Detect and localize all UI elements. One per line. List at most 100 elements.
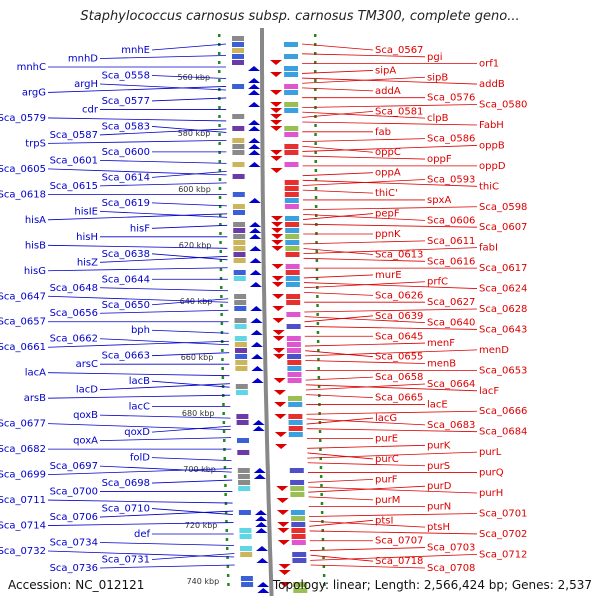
left-tick-rail — [218, 106, 221, 109]
left-feature-block — [232, 42, 244, 47]
left-gene-leader-line — [151, 457, 232, 462]
left-gene-label: Sca_0618 — [0, 189, 46, 200]
right-gene-label: prfC — [427, 277, 448, 288]
right-tick-rail — [315, 250, 318, 253]
left-gene-label: Sca_0648 — [50, 283, 98, 294]
right-strand-arrow — [271, 228, 284, 233]
left-feature-block — [237, 468, 250, 473]
right-tick-rail — [316, 295, 319, 298]
left-gene-label: lacD — [76, 385, 98, 396]
right-feature-block — [286, 324, 301, 329]
left-tick-rail — [219, 223, 222, 226]
left-gene-label: Sca_0605 — [0, 164, 46, 175]
left-gene-label: def — [134, 529, 151, 540]
left-feature-block — [232, 144, 245, 149]
left-strand-arrow — [253, 474, 266, 479]
right-strand-arrow — [270, 156, 283, 161]
right-feature-block — [286, 312, 301, 317]
right-tick-rail — [314, 133, 317, 136]
right-strand-arrow — [272, 336, 285, 341]
left-tick-rail — [218, 196, 222, 199]
right-gene-leader-line — [310, 553, 478, 561]
left-feature-block — [233, 252, 246, 257]
left-strand-arrow — [249, 258, 262, 263]
left-gene-label: hisG — [24, 266, 46, 277]
left-gene-label: Sca_0647 — [0, 291, 46, 302]
right-tick-rail — [320, 502, 324, 505]
right-gene-leader-line — [304, 308, 478, 313]
right-gene-label: Sca_0712 — [479, 549, 527, 560]
left-gene-leader-line — [99, 128, 227, 136]
topology-label: Topology: linear; Length: 2,566,424 bp; … — [272, 578, 592, 592]
left-feature-block — [233, 240, 246, 245]
left-feature-block — [239, 534, 252, 539]
left-gene-label: mnhC — [17, 62, 46, 73]
right-gene-label: purL — [479, 447, 502, 458]
left-feature-block — [236, 420, 249, 425]
right-strand-arrow — [277, 528, 290, 533]
left-tick-rail — [226, 556, 229, 559]
left-feature-block — [234, 318, 247, 323]
right-gene-label: oppF — [427, 154, 452, 165]
left-gene-label: Sca_0577 — [102, 96, 150, 107]
right-gene-label: murE — [375, 270, 402, 281]
left-tick-rail — [218, 124, 221, 127]
left-feature-block — [232, 126, 245, 131]
right-gene-label: Sca_0643 — [479, 324, 527, 335]
right-strand-arrow — [270, 72, 283, 77]
right-tick-rail — [322, 574, 326, 577]
left-gene-leader-line — [47, 468, 232, 475]
left-strand-arrow — [254, 510, 267, 515]
right-tick-rail — [316, 331, 320, 334]
left-tick-rail — [220, 331, 224, 334]
right-feature-block — [287, 360, 302, 365]
right-strand-arrow — [270, 120, 283, 125]
right-strand-arrow — [271, 246, 284, 251]
right-gene-leader-line — [305, 349, 478, 357]
left-tick-rail — [218, 52, 221, 55]
left-feature-block — [234, 300, 247, 305]
kbp-position-label: 600 kbp — [178, 185, 211, 194]
right-gene-label: FabH — [479, 120, 504, 131]
left-strand-arrow — [248, 90, 261, 95]
right-strand-arrow — [276, 510, 289, 515]
right-gene-leader-line — [302, 145, 374, 153]
right-gene-leader-line — [304, 342, 426, 347]
right-tick-rail — [316, 313, 319, 316]
right-gene-label: Sca_0593 — [427, 175, 475, 186]
left-gene-label: Sca_0579 — [0, 113, 46, 124]
left-strand-arrow — [251, 366, 264, 371]
left-gene-label: arsB — [24, 393, 46, 404]
right-gene-label: pgi — [427, 52, 442, 63]
right-feature-block — [290, 486, 305, 491]
right-feature-block — [287, 348, 301, 353]
right-gene-label: sipA — [375, 65, 396, 76]
right-strand-arrow — [270, 168, 283, 173]
left-strand-arrow — [252, 420, 265, 425]
right-tick-rail — [319, 448, 322, 451]
left-gene-leader-line — [151, 224, 228, 229]
right-strand-arrow — [274, 432, 287, 437]
right-strand-arrow — [270, 126, 283, 131]
right-gene-label: fabI — [479, 243, 498, 254]
right-gene-label: Sca_0576 — [427, 93, 475, 104]
right-gene-leader-line — [309, 530, 478, 535]
right-feature-block — [290, 510, 305, 515]
right-tick-rail — [317, 367, 320, 370]
right-strand-arrow — [275, 444, 288, 449]
left-tick-rail — [226, 547, 229, 550]
left-feature-block — [233, 222, 246, 227]
right-gene-leader-line — [301, 70, 374, 74]
right-gene-label: thiC — [479, 181, 499, 192]
right-gene-leader-line — [303, 257, 426, 262]
right-feature-block — [285, 234, 300, 239]
right-gene-label: Sca_0718 — [375, 556, 423, 567]
right-gene-label: Sca_0613 — [375, 249, 423, 260]
left-tick-rail — [221, 349, 224, 352]
right-tick-rail — [314, 160, 317, 163]
left-gene-label: qoxA — [73, 436, 98, 447]
left-feature-block — [240, 546, 252, 551]
right-tick-rail — [315, 259, 319, 262]
right-gene-label: addA — [375, 86, 401, 97]
